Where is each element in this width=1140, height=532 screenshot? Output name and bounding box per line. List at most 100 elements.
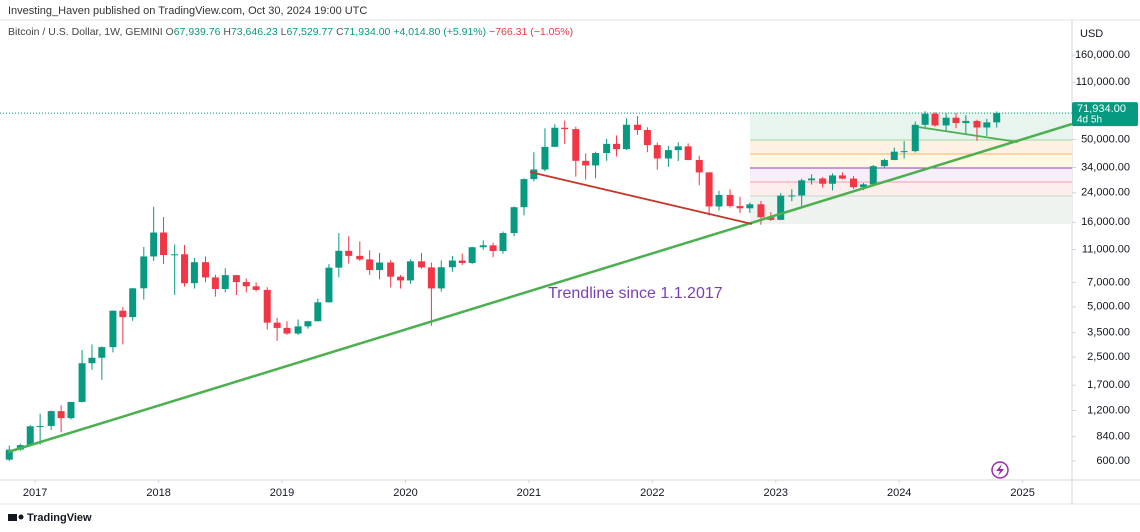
candle-body xyxy=(36,425,44,427)
candle-body xyxy=(468,247,476,263)
zone xyxy=(750,168,1072,182)
candle-body xyxy=(561,127,569,130)
candle-body xyxy=(551,127,559,147)
candle-body xyxy=(695,160,703,173)
candle-body xyxy=(838,175,846,179)
candle-body xyxy=(273,322,281,328)
ohlc-key: H xyxy=(223,26,231,38)
symbol: Bitcoin / U.S. Dollar, 1W, GEMINI xyxy=(8,26,163,38)
candle-body xyxy=(418,261,426,268)
candle-body xyxy=(16,445,24,450)
candle-body xyxy=(798,180,806,196)
candle-body xyxy=(211,277,219,289)
candle-body xyxy=(880,160,888,167)
candle-body xyxy=(366,259,374,271)
candle-body xyxy=(767,217,775,220)
candle-body xyxy=(57,411,65,419)
candle-body xyxy=(684,146,692,161)
y-tick-label: 3,500.00 xyxy=(1087,327,1130,339)
candle-body xyxy=(973,120,981,128)
candle-body xyxy=(181,254,189,284)
candle-body xyxy=(325,267,333,303)
candle-body xyxy=(140,256,148,289)
candle-body xyxy=(983,122,991,128)
plot xyxy=(5,111,1001,461)
y-tick-label: 5,000.00 xyxy=(1087,301,1130,313)
candle-body xyxy=(479,245,487,248)
candle-body xyxy=(119,310,127,318)
x-tick-label: 2023 xyxy=(764,487,788,499)
y-tick-label: 16,000.00 xyxy=(1081,216,1130,228)
candle-body xyxy=(387,262,395,277)
ohlc-key: L xyxy=(280,26,287,38)
candle-body xyxy=(890,151,898,161)
zone xyxy=(750,140,1072,154)
candle-body xyxy=(634,124,642,130)
candle-body xyxy=(777,195,785,220)
candle-body xyxy=(47,411,55,426)
candle-body xyxy=(294,326,302,334)
candle-body xyxy=(109,310,117,348)
ohlc-value: 73,646.23 xyxy=(230,26,278,38)
ohlc-value: 71,934.00 xyxy=(343,26,391,38)
candle-body xyxy=(674,146,682,151)
candle-body xyxy=(592,153,600,166)
downtrend-line xyxy=(529,171,753,225)
candle-body xyxy=(427,267,435,289)
change: +4,014.80 (+5.91%) xyxy=(393,26,487,38)
candle-body xyxy=(160,232,168,256)
candle-body xyxy=(221,275,229,289)
candle-body xyxy=(499,233,507,251)
candle-body xyxy=(171,254,179,256)
candle-body xyxy=(88,357,96,364)
x-tick-label: 2025 xyxy=(1010,487,1034,499)
candle-body xyxy=(921,113,929,125)
y-tick-label: 24,000.00 xyxy=(1081,187,1130,199)
candle-body xyxy=(78,363,86,402)
support-line xyxy=(917,126,1019,143)
candle-body xyxy=(129,288,137,318)
candle-body xyxy=(67,401,75,419)
candle-body xyxy=(190,262,198,284)
candle-body xyxy=(931,113,939,126)
currency: USD xyxy=(1080,28,1103,40)
candle-body xyxy=(582,160,590,166)
candle-body xyxy=(819,178,827,184)
ohlc-key: O xyxy=(165,26,174,38)
zone xyxy=(750,154,1072,168)
logo xyxy=(8,514,24,521)
candle-body xyxy=(263,289,271,323)
candle-body xyxy=(788,195,796,197)
candle-body xyxy=(376,262,384,271)
y-tick-label: 840.00 xyxy=(1096,430,1130,442)
candle-body xyxy=(911,124,919,152)
candle-body xyxy=(869,166,877,185)
last-price-box xyxy=(1072,102,1138,127)
candle-body xyxy=(458,260,466,263)
candle-body xyxy=(5,449,13,460)
fib-zone xyxy=(750,112,1072,224)
zone xyxy=(750,196,1072,224)
candle-body xyxy=(530,169,538,180)
candle-body xyxy=(406,261,414,281)
candle-body xyxy=(232,275,240,283)
candle-body xyxy=(962,120,970,124)
candle-body xyxy=(829,175,837,184)
y-tick-label: 50,000.00 xyxy=(1081,133,1130,145)
candle-body xyxy=(952,117,960,124)
candle-body xyxy=(397,276,405,281)
y-tick-label: 2,500.00 xyxy=(1087,351,1130,363)
y-tick-label: 34,000.00 xyxy=(1081,161,1130,173)
footer: TradingView xyxy=(27,512,92,524)
candle-body xyxy=(942,117,950,126)
trendline xyxy=(7,122,1073,454)
candle-body xyxy=(643,129,651,146)
y-tick-label: 11,000.00 xyxy=(1082,243,1130,255)
ohlc-key: C xyxy=(336,26,344,38)
candle-body xyxy=(252,286,260,290)
candle-body xyxy=(900,151,908,153)
ohlc: O67,939.76 H73,646.23 L67,529.77 C71,934… xyxy=(166,26,394,38)
candle-body xyxy=(202,262,210,278)
